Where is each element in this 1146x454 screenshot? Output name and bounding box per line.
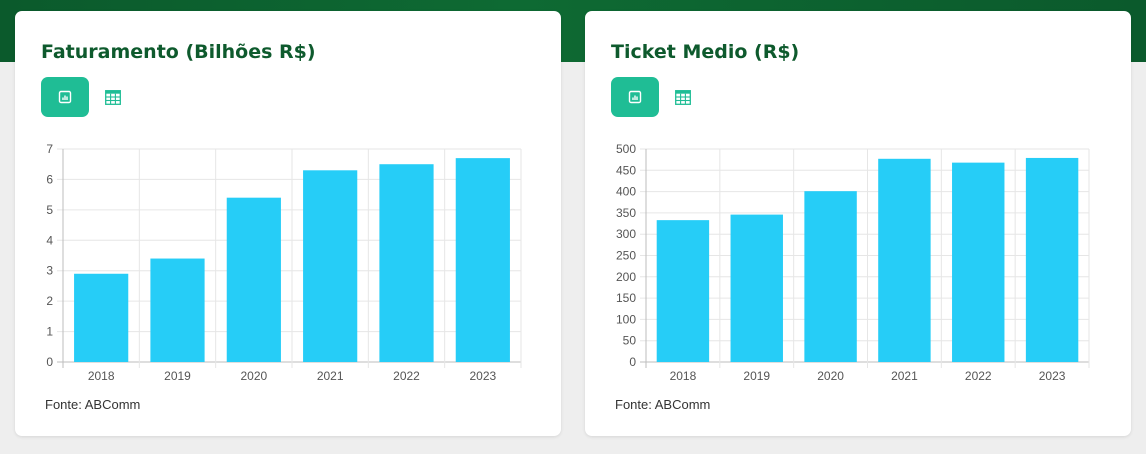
bar-2023[interactable] xyxy=(455,158,510,362)
bar-2019[interactable] xyxy=(150,258,205,362)
x-tick-label: 2019 xyxy=(164,369,191,383)
source-note: Fonte: ABComm xyxy=(45,397,141,412)
y-tick-label: 150 xyxy=(616,291,636,305)
card-title: Ticket Medio (R$) xyxy=(611,41,800,63)
ticket-card: Ticket Medio (R$) 0 50 100 150 200 250 300 350 4… xyxy=(585,11,1131,436)
table-icon xyxy=(675,89,691,105)
revenue-card: Faturamento (Bilhões R$) 0 1 2 3 4 5 6 7 2018 201… xyxy=(15,11,561,436)
y-tick-label: 3 xyxy=(46,264,53,278)
y-tick-label: 400 xyxy=(616,185,636,199)
x-tick-label: 2020 xyxy=(817,369,844,383)
x-tick-label: 2021 xyxy=(317,369,344,383)
y-tick-label: 5 xyxy=(46,203,53,217)
bar-2022[interactable] xyxy=(379,164,434,362)
x-tick-label: 2018 xyxy=(88,369,115,383)
y-tick-label: 100 xyxy=(616,312,636,326)
x-tick-label: 2023 xyxy=(469,369,496,383)
bar-chart-icon xyxy=(628,90,642,104)
bar-2021[interactable] xyxy=(878,158,931,362)
table-view-button[interactable] xyxy=(101,85,125,109)
bar-2019[interactable] xyxy=(730,214,783,362)
bar-2020[interactable] xyxy=(226,197,281,362)
x-tick-label: 2023 xyxy=(1039,369,1066,383)
table-view-button[interactable] xyxy=(671,85,695,109)
x-tick-label: 2020 xyxy=(240,369,267,383)
revenue-bar-chart: 0 1 2 3 4 5 6 7 2018 2019 2020 2021 2022 2023 xyxy=(46,142,522,383)
source-note: Fonte: ABComm xyxy=(615,397,711,412)
card-title: Faturamento (Bilhões R$) xyxy=(41,41,316,63)
y-tick-label: 50 xyxy=(623,334,637,348)
y-tick-label: 350 xyxy=(616,206,636,220)
y-tick-label: 0 xyxy=(46,355,53,369)
bar-chart-icon xyxy=(58,90,72,104)
bar-2020[interactable] xyxy=(804,191,857,362)
bar-2021[interactable] xyxy=(303,170,358,362)
bar-2018[interactable] xyxy=(656,220,710,362)
y-tick-label: 250 xyxy=(616,249,636,263)
bar-2023[interactable] xyxy=(1025,157,1079,362)
chart-view-button[interactable] xyxy=(41,77,89,117)
y-tick-label: 2 xyxy=(46,294,53,308)
y-tick-label: 450 xyxy=(616,163,636,177)
x-tick-label: 2021 xyxy=(891,369,918,383)
y-tick-label: 0 xyxy=(629,355,636,369)
y-tick-label: 4 xyxy=(46,233,53,247)
y-tick-label: 300 xyxy=(616,227,636,241)
y-tick-label: 1 xyxy=(46,325,53,339)
y-tick-label: 7 xyxy=(46,142,53,156)
bar-2018[interactable] xyxy=(74,273,129,362)
x-tick-label: 2019 xyxy=(743,369,770,383)
y-tick-label: 500 xyxy=(616,142,636,156)
x-tick-label: 2022 xyxy=(393,369,420,383)
y-tick-label: 6 xyxy=(46,172,53,186)
x-tick-label: 2018 xyxy=(670,369,697,383)
table-icon xyxy=(105,89,121,105)
x-tick-label: 2022 xyxy=(965,369,992,383)
y-tick-label: 200 xyxy=(616,270,636,284)
ticket-bar-chart: 0 50 100 150 200 250 300 350 400 450 500 2018 2019 20… xyxy=(616,142,1090,383)
chart-view-button[interactable] xyxy=(611,77,659,117)
bar-2022[interactable] xyxy=(952,162,1005,362)
